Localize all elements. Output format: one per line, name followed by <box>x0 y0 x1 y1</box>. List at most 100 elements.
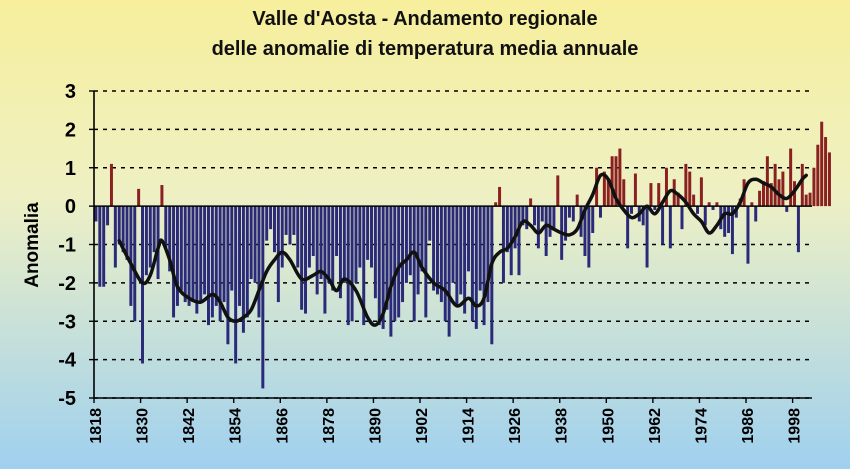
bar <box>657 183 661 207</box>
bar <box>606 179 610 207</box>
bar <box>179 206 183 291</box>
bar <box>808 192 812 207</box>
bar <box>754 206 758 222</box>
bar <box>203 206 207 295</box>
y-tick-label: -5 <box>58 388 76 410</box>
bar <box>210 206 214 318</box>
bar <box>789 148 793 207</box>
y-tick-label: 0 <box>65 196 76 218</box>
bar <box>567 206 571 218</box>
bar <box>94 206 98 222</box>
bar <box>245 206 249 318</box>
bar <box>288 206 292 245</box>
bar <box>544 206 548 257</box>
bar <box>498 186 502 207</box>
bar <box>164 206 168 249</box>
bar <box>800 163 804 207</box>
bar <box>109 163 113 207</box>
bar <box>664 167 668 207</box>
bar <box>199 206 203 303</box>
bar <box>234 206 238 364</box>
bar <box>307 206 311 268</box>
bar <box>397 206 401 318</box>
bar <box>641 206 645 226</box>
bar <box>769 183 773 207</box>
bar <box>319 206 323 280</box>
bar <box>699 177 703 207</box>
bar <box>610 156 614 207</box>
bar <box>424 206 428 318</box>
bar <box>548 206 552 237</box>
bar <box>106 206 110 226</box>
bar <box>439 206 443 303</box>
bar <box>793 181 797 207</box>
bar <box>618 148 622 207</box>
bar <box>785 206 789 212</box>
bar <box>533 206 536 226</box>
bar <box>420 206 424 272</box>
bar <box>187 206 191 306</box>
bar <box>467 206 471 272</box>
bar <box>447 206 451 337</box>
bar <box>160 185 164 207</box>
bar <box>645 206 649 268</box>
bar <box>463 206 467 314</box>
y-tick-label: 1 <box>65 158 76 180</box>
y-tick-label: -4 <box>58 350 77 372</box>
bar <box>230 206 234 291</box>
bar <box>715 202 719 207</box>
bar <box>680 206 684 230</box>
bar <box>587 206 591 268</box>
x-tick-labels: 1818 1830 1842 1854 1866 1878 1890 1902 1914 1926… <box>88 408 804 444</box>
bar <box>711 206 715 210</box>
x-tick-label: 1986 <box>740 408 757 444</box>
bar <box>556 175 560 207</box>
y-tick-label: -3 <box>58 311 76 333</box>
bar <box>750 202 754 207</box>
x-tick-label: 1866 <box>274 408 291 444</box>
bar <box>381 206 385 329</box>
x-tick-label: 1926 <box>507 408 524 444</box>
bar <box>649 183 653 207</box>
bar <box>148 206 152 268</box>
bar <box>727 206 731 233</box>
bar <box>98 206 102 287</box>
bar <box>455 206 459 306</box>
bar <box>129 206 133 306</box>
bar <box>125 206 129 260</box>
chart-title-line1: Valle d'Aosta - Andamento regionale <box>252 8 597 30</box>
bar <box>269 206 273 230</box>
bar <box>222 206 226 303</box>
bar <box>265 206 269 241</box>
x-tick-label: 1842 <box>181 408 198 444</box>
bar <box>350 206 354 322</box>
bar <box>816 144 820 207</box>
y-tick-label: 3 <box>65 81 76 103</box>
bar <box>564 206 568 241</box>
bar <box>505 206 509 253</box>
bar <box>703 206 707 226</box>
bar <box>435 206 439 295</box>
bar <box>661 206 665 245</box>
bar <box>765 156 769 207</box>
bar <box>696 206 699 214</box>
bar <box>327 206 331 283</box>
bar <box>226 206 230 345</box>
bar <box>346 206 350 326</box>
bar <box>571 206 575 222</box>
bar <box>292 206 296 235</box>
x-tick-label: 1854 <box>228 408 245 444</box>
bar <box>362 206 366 326</box>
bar <box>746 206 750 264</box>
bar <box>393 206 397 322</box>
bar <box>191 206 195 303</box>
bar <box>272 206 276 253</box>
bar <box>144 206 148 276</box>
bar <box>490 206 494 345</box>
bar <box>494 202 498 207</box>
y-axis-title: Anomalia <box>22 202 43 288</box>
bar <box>723 206 727 237</box>
x-tick-label: 1950 <box>600 408 617 444</box>
bar <box>591 206 595 233</box>
bar <box>478 206 482 291</box>
